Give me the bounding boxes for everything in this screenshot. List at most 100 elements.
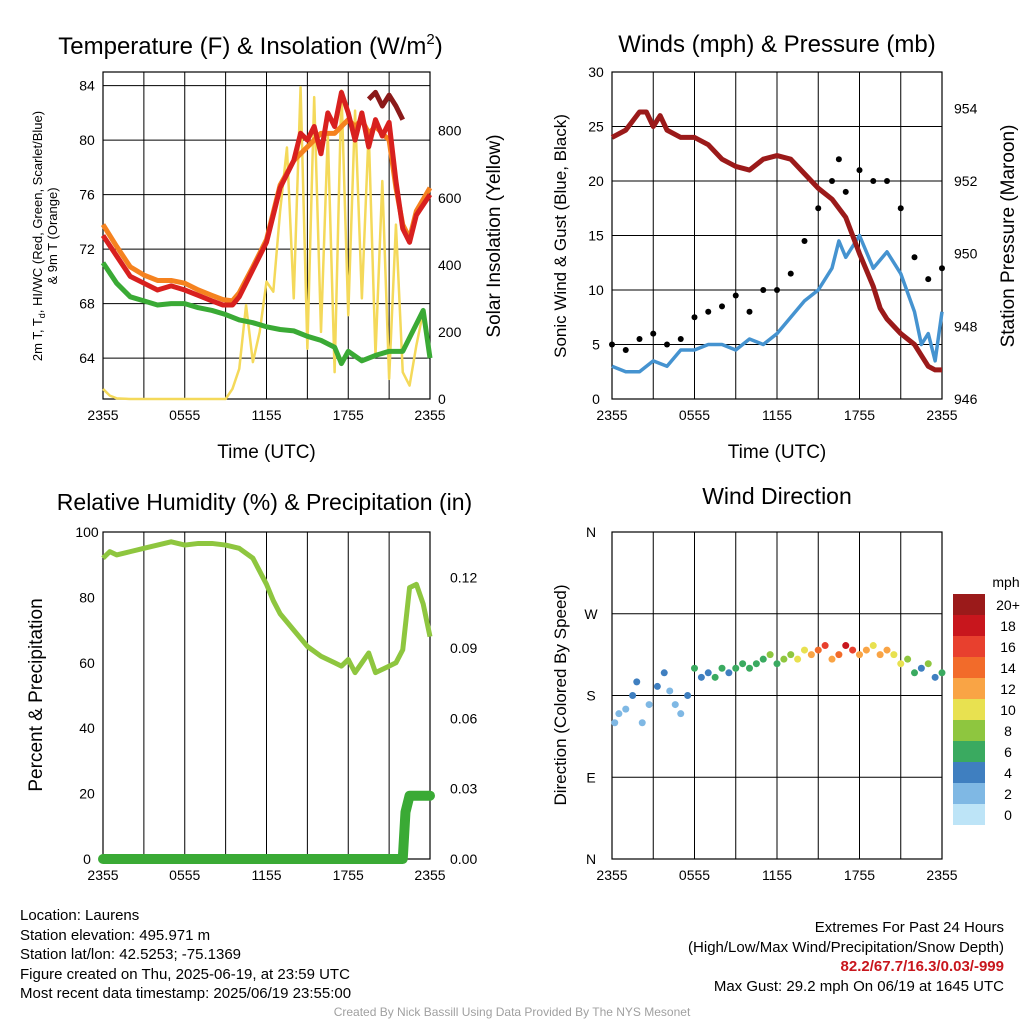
legend-swatch bbox=[953, 678, 985, 699]
y-tick-label: 72 bbox=[79, 241, 95, 257]
y2-tick-label: 0.06 bbox=[450, 710, 477, 726]
y-axis-label: Sonic Wind & Gust (Blue, Black) bbox=[551, 114, 570, 358]
direction-point bbox=[931, 673, 939, 681]
gust-point bbox=[897, 205, 904, 212]
legend-label: 6 bbox=[1004, 744, 1012, 760]
y2-tick-label: 800 bbox=[438, 123, 462, 139]
direction-point bbox=[917, 664, 925, 672]
chart-title: Wind Direction bbox=[702, 483, 852, 509]
y-axis-label: Direction (Colored By Speed) bbox=[551, 584, 570, 805]
legend-label: 16 bbox=[1000, 639, 1016, 655]
direction-point bbox=[629, 692, 637, 699]
direction-point bbox=[691, 664, 698, 672]
x-tick-label: 2355 bbox=[596, 407, 627, 423]
x-axis-label: Time (UTC) bbox=[728, 442, 827, 463]
direction-point bbox=[666, 687, 674, 695]
chart-title: Relative Humidity (%) & Precipitation (i… bbox=[57, 489, 472, 515]
y-tick-label: N bbox=[586, 524, 596, 540]
y-axis-label-2: & 9m T (Orange) bbox=[45, 187, 60, 284]
wind-speed-line bbox=[611, 233, 944, 374]
x-tick-label: 1155 bbox=[762, 867, 792, 883]
y2-tick-label: 0.09 bbox=[450, 640, 477, 656]
direction-point bbox=[814, 646, 822, 654]
pressure-line bbox=[610, 109, 942, 373]
legend-swatch bbox=[953, 657, 985, 678]
chart-title: Temperature (F) & Insolation (W/m2) bbox=[58, 31, 442, 60]
legend-swatch bbox=[953, 741, 985, 762]
chart-title: Winds (mph) & Pressure (mb) bbox=[618, 31, 935, 58]
direction-point bbox=[653, 682, 661, 690]
chart-title-sup: 2 bbox=[426, 31, 434, 48]
legend-label: 4 bbox=[1004, 765, 1012, 781]
direction-point bbox=[684, 692, 692, 699]
legend-label: 10 bbox=[1000, 702, 1016, 718]
y-tick-label: 20 bbox=[588, 173, 604, 189]
direction-point bbox=[660, 669, 668, 677]
direction-point bbox=[697, 673, 705, 681]
y-tick-label: 0 bbox=[592, 391, 600, 407]
x-tick-label: 2355 bbox=[414, 867, 445, 883]
y-tick-label: 84 bbox=[79, 78, 95, 94]
rh-line bbox=[101, 539, 433, 676]
y-tick-label: 100 bbox=[75, 524, 99, 540]
legend-label: 2 bbox=[1004, 786, 1012, 802]
direction-point bbox=[876, 651, 884, 659]
y-axis-label-sub: d bbox=[37, 313, 47, 318]
direction-point bbox=[821, 642, 829, 650]
extremes-panel: Extremes For Past 24 Hours (High/Low/Max… bbox=[688, 918, 1004, 996]
direction-point bbox=[615, 710, 623, 718]
gust-point bbox=[870, 178, 877, 184]
direction-point bbox=[890, 651, 898, 659]
x-tick-label: 1755 bbox=[333, 407, 364, 423]
elevation-text: Station elevation: 495.971 m bbox=[20, 926, 211, 944]
y2-tick-label: 948 bbox=[954, 318, 978, 334]
direction-point bbox=[801, 646, 808, 654]
direction-point bbox=[828, 655, 836, 663]
y-tick-label: N bbox=[586, 851, 596, 867]
gust-point bbox=[677, 336, 684, 343]
y2-tick-label: 952 bbox=[954, 173, 978, 189]
direction-point bbox=[924, 660, 932, 668]
x-tick-label: 1755 bbox=[844, 407, 875, 423]
max-gust-text: Max Gust: 29.2 mph On 06/19 at 1645 UTC bbox=[713, 977, 1004, 995]
y2-tick-label: 954 bbox=[954, 100, 978, 116]
direction-point bbox=[739, 660, 747, 668]
legend-swatch bbox=[953, 804, 985, 825]
direction-point bbox=[794, 655, 802, 663]
extremes-subtitle: (High/Low/Max Wind/Precipitation/Snow De… bbox=[688, 938, 1004, 956]
y2-tick-label: 0.12 bbox=[450, 570, 477, 586]
direction-point bbox=[883, 646, 891, 654]
y-tick-label: 20 bbox=[79, 786, 95, 802]
gust-point bbox=[939, 265, 945, 272]
y2-axis-label: Station Pressure (Maroon) bbox=[998, 125, 1019, 348]
direction-point bbox=[897, 660, 905, 668]
y-tick-label: 76 bbox=[79, 187, 95, 203]
y-tick-label: 68 bbox=[79, 296, 95, 312]
x-tick-label: 2355 bbox=[87, 867, 118, 883]
extremes-values: 82.2/67.7/16.3/0.03/-999 bbox=[840, 958, 1004, 975]
direction-point bbox=[711, 673, 719, 681]
gust-point bbox=[650, 330, 657, 337]
y2-tick-label: 0.03 bbox=[450, 781, 477, 797]
gust-point bbox=[829, 178, 835, 184]
direction-point bbox=[807, 651, 815, 659]
chart-title-end: ) bbox=[435, 33, 443, 60]
x-tick-label: 0555 bbox=[679, 867, 710, 883]
temperature-chart: 2355 0555 1155 1755 2355 64 68 72 76 80 84 0 200 400 6… bbox=[30, 31, 505, 463]
y-tick-label: 10 bbox=[588, 282, 604, 298]
x-tick-label: 2355 bbox=[926, 407, 957, 423]
y-tick-label: 80 bbox=[79, 589, 95, 605]
temp-line bbox=[100, 89, 433, 308]
gust-point bbox=[856, 167, 863, 174]
x-tick-label: 2355 bbox=[926, 867, 957, 883]
direction-point bbox=[677, 710, 685, 718]
y2-tick-label: 0.00 bbox=[450, 851, 477, 867]
x-tick-label: 1155 bbox=[762, 407, 792, 423]
y-tick-label: 80 bbox=[79, 132, 95, 148]
gust-point bbox=[746, 308, 753, 315]
legend-swatch bbox=[953, 594, 985, 615]
gust-point bbox=[884, 178, 890, 184]
direction-point bbox=[622, 705, 630, 713]
